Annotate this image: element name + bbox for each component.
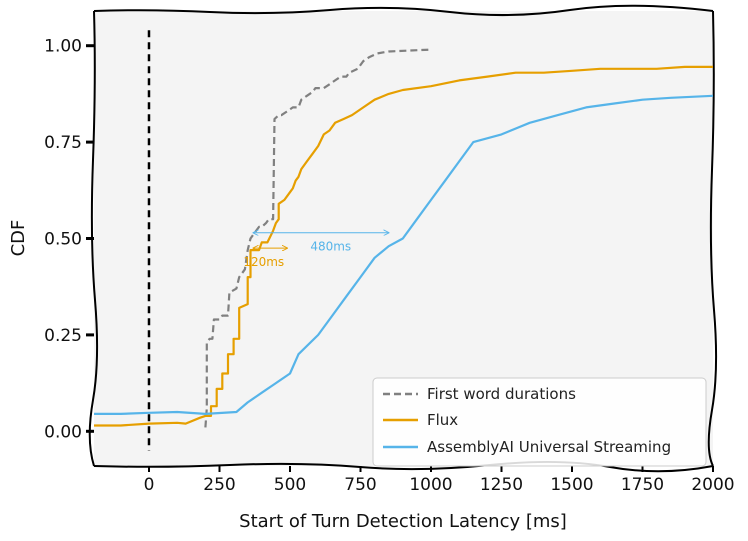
series-first-word-durations [204, 48, 432, 428]
series-flux [94, 65, 713, 427]
legend: First word durations Flux AssemblyAI Uni… [372, 377, 707, 467]
series-group [94, 48, 714, 428]
y-tick-label: 0.50 [44, 230, 82, 250]
axis-ticks: 0 250 500 750 1000 1250 1500 1750 2000 0.00 0.25 0.… [44, 37, 734, 495]
x-tick-label: 500 [274, 475, 306, 495]
legend-label-first-word: First word durations [427, 385, 576, 403]
y-tick-label: 0.00 [44, 422, 82, 442]
legend-box [372, 377, 707, 467]
y-tick-label: 0.25 [44, 326, 82, 346]
x-tick-label: 2000 [691, 475, 734, 495]
x-tick-label: 1000 [409, 475, 452, 495]
plot-frame-right [707, 10, 718, 467]
x-tick-label: 750 [344, 475, 376, 495]
x-axis-title: Start of Turn Detection Latency [ms] [239, 511, 567, 532]
annotation-group: 120ms 480ms [243, 233, 388, 269]
legend-label-assemblyai: AssemblyAI Universal Streaming [427, 438, 671, 456]
y-tick-label: 1.00 [44, 37, 82, 57]
x-tick-label: 250 [203, 475, 235, 495]
x-tick-label: 1250 [480, 475, 523, 495]
y-axis-title: CDF [8, 220, 29, 257]
x-tick-label: 1500 [550, 475, 593, 495]
plot-frame-top [93, 4, 714, 17]
annotation-label: 480ms [310, 240, 351, 254]
x-tick-label: 0 [144, 475, 155, 495]
x-tick-label: 1750 [621, 475, 664, 495]
series-assemblyai [94, 94, 714, 415]
legend-label-flux: Flux [427, 411, 458, 429]
y-tick-label: 0.75 [44, 133, 82, 153]
plot-frame-bottom [93, 460, 714, 473]
annotation-label: 120ms [243, 255, 284, 269]
plot-frame-left [88, 10, 99, 467]
